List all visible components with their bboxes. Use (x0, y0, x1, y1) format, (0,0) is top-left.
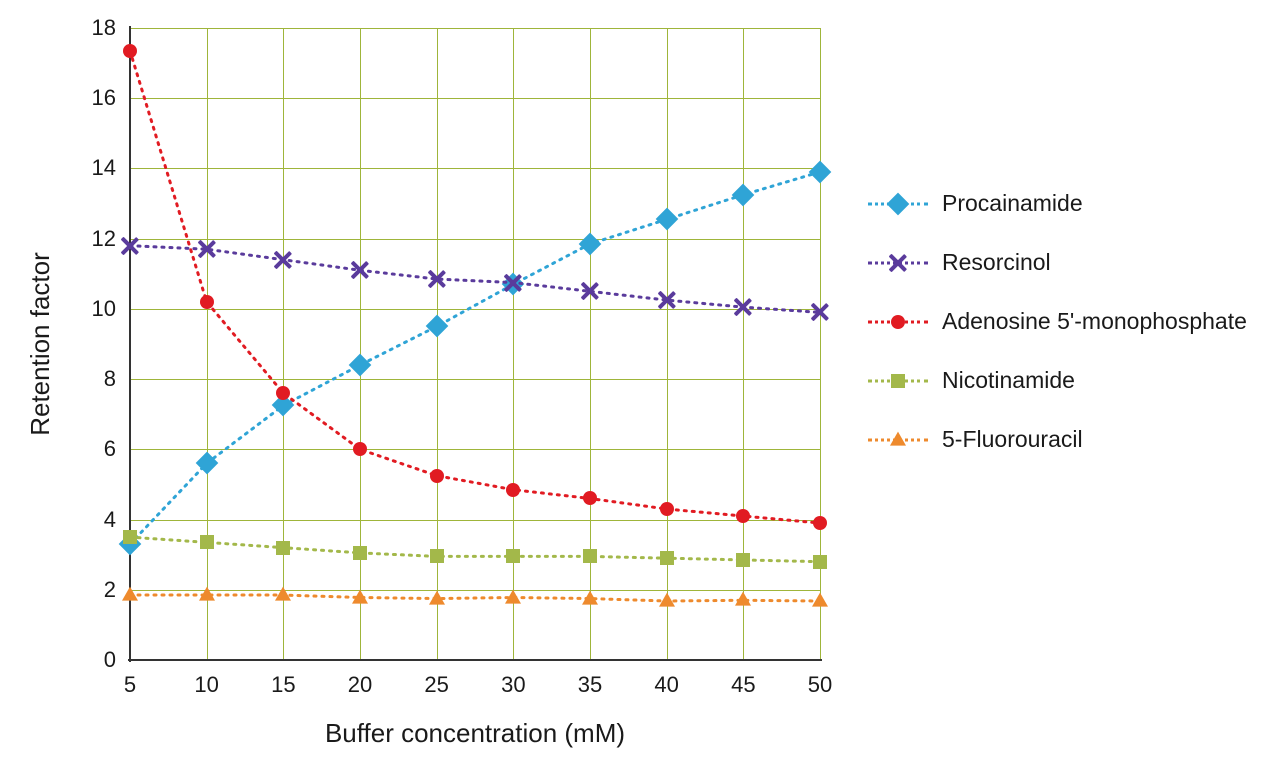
grid-line-horizontal (130, 239, 820, 240)
grid-line-horizontal (130, 590, 820, 591)
x-tick-label: 25 (424, 672, 448, 698)
legend-label: 5-Fluorouracil (942, 426, 1083, 453)
y-tick-label: 14 (92, 155, 130, 181)
grid-line-vertical (437, 28, 438, 660)
grid-line-vertical (820, 28, 821, 660)
y-tick-label: 16 (92, 85, 130, 111)
legend-swatch (868, 430, 928, 450)
grid-line-horizontal (130, 28, 820, 29)
grid-line-vertical (207, 28, 208, 660)
x-tick-label: 50 (808, 672, 832, 698)
legend-swatch (868, 371, 928, 391)
legend-swatch (868, 253, 928, 273)
y-tick-label: 0 (104, 647, 130, 673)
x-tick-label: 10 (194, 672, 218, 698)
y-tick-label: 6 (104, 436, 130, 462)
x-tick-label: 30 (501, 672, 525, 698)
grid-line-horizontal (130, 520, 820, 521)
legend-label: Nicotinamide (942, 367, 1075, 394)
legend-swatch (868, 194, 928, 214)
legend-item: Nicotinamide (868, 367, 1247, 394)
x-tick-label: 15 (271, 672, 295, 698)
chart-container: Retention factor Buffer concentration (m… (0, 0, 1280, 777)
legend-item: 5-Fluorouracil (868, 426, 1247, 453)
x-tick-label: 20 (348, 672, 372, 698)
grid-line-horizontal (130, 449, 820, 450)
grid-line-vertical (513, 28, 514, 660)
legend-item: Resorcinol (868, 249, 1247, 276)
grid-line-horizontal (130, 168, 820, 169)
plot-area (130, 28, 820, 660)
grid-line-vertical (283, 28, 284, 660)
plot-background (130, 28, 820, 660)
grid-line-vertical (590, 28, 591, 660)
x-tick-label: 5 (124, 672, 136, 698)
y-axis-title: Retention factor (25, 252, 56, 436)
y-tick-label: 8 (104, 366, 130, 392)
legend-swatch (868, 312, 928, 332)
x-tick-label: 45 (731, 672, 755, 698)
grid-line-vertical (743, 28, 744, 660)
legend-item: Adenosine 5'-monophosphate (868, 308, 1247, 335)
legend-label: Procainamide (942, 190, 1083, 217)
x-axis-line (128, 659, 822, 661)
y-tick-label: 18 (92, 15, 130, 41)
legend-label: Adenosine 5'-monophosphate (942, 308, 1247, 335)
y-tick-label: 10 (92, 296, 130, 322)
grid-line-horizontal (130, 309, 820, 310)
grid-line-horizontal (130, 98, 820, 99)
grid-line-horizontal (130, 379, 820, 380)
legend: Procainamide Resorcinol Adenosine 5'-monop… (868, 190, 1247, 453)
x-tick-label: 35 (578, 672, 602, 698)
legend-item: Procainamide (868, 190, 1247, 217)
y-axis-line (129, 26, 131, 662)
x-tick-label: 40 (654, 672, 678, 698)
legend-label: Resorcinol (942, 249, 1051, 276)
grid-line-vertical (360, 28, 361, 660)
y-tick-label: 2 (104, 577, 130, 603)
y-tick-label: 12 (92, 226, 130, 252)
grid-line-vertical (667, 28, 668, 660)
x-axis-title: Buffer concentration (mM) (325, 718, 625, 749)
y-tick-label: 4 (104, 507, 130, 533)
